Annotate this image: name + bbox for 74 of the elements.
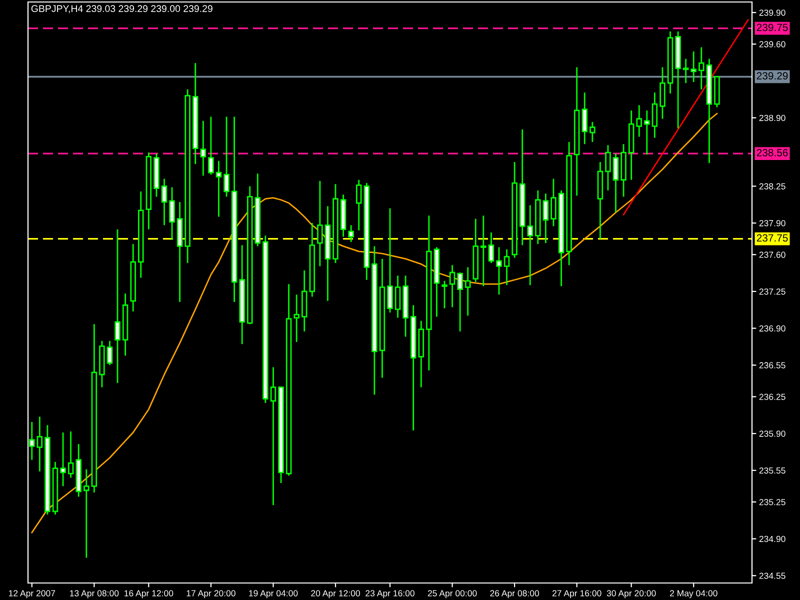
y-tick-label: 235.90 [759, 430, 786, 437]
y-tick-label: 239.90 [759, 10, 786, 16]
y-tick-label: 236.90 [759, 325, 786, 332]
line-series [31, 112, 718, 534]
candlestick [457, 272, 463, 332]
candlestick [387, 208, 393, 314]
candlestick [504, 248, 510, 286]
candlestick [442, 280, 448, 309]
ref-line-label: 238.56 [756, 148, 788, 156]
candlestick [449, 264, 456, 308]
x-tick-label: 25 Apr 00:00 [428, 590, 477, 598]
candlestick [394, 274, 401, 318]
candlestick [208, 116, 214, 176]
x-tick-label: 26 Apr 08:00 [490, 590, 540, 598]
candlestick [636, 104, 642, 138]
candlestick [690, 50, 696, 83]
y-tick-label: 237.90 [759, 220, 786, 226]
x-tick-label: 23 Apr 16:00 [366, 590, 414, 598]
candlestick [60, 432, 66, 487]
y-tick-label: 236.55 [759, 362, 786, 368]
candlestick [161, 178, 168, 226]
candlestick [294, 294, 300, 343]
ref-line-label: 239.29 [756, 72, 788, 80]
x-tick-label: 2 May 04:00 [670, 590, 718, 598]
y-tick-label: 238.25 [759, 183, 786, 190]
candlestick [612, 152, 619, 214]
x-tick-label: 16 Apr 12:00 [124, 590, 174, 598]
candlestick [542, 192, 549, 244]
candlestick [114, 228, 120, 384]
x-tick-label: 12 Apr 2007 [8, 590, 56, 598]
x-tick-label: 17 Apr 20:00 [186, 590, 236, 598]
ref-line-label: 237.75 [756, 234, 788, 242]
y-tick-label: 235.25 [759, 499, 786, 506]
candlestick [270, 366, 276, 506]
y-tick-label: 234.90 [759, 536, 786, 542]
candlestick [84, 468, 90, 558]
candlestick [590, 121, 596, 143]
candlestick [682, 58, 689, 84]
y-tick-label: 236.25 [759, 394, 786, 400]
candlestick [644, 110, 650, 156]
candlestick [106, 340, 113, 366]
x-tick-label: 27 Apr 16:00 [552, 590, 602, 598]
chart-title: GBPJPY,H4 239.03 239.29 239.00 239.29 [31, 5, 212, 14]
candlestick [652, 92, 658, 138]
x-tick-label: 30 Apr 20:00 [606, 590, 656, 598]
candlestick [224, 116, 230, 198]
y-tick-label: 237.60 [759, 252, 786, 258]
candlestick [488, 232, 494, 264]
candlestick [317, 180, 323, 267]
x-tick-label: 20 Apr 12:00 [311, 590, 360, 598]
candlestick [660, 66, 666, 120]
x-tick-label: 13 Apr 08:00 [70, 590, 119, 598]
candlestick [216, 160, 222, 218]
candlestick [605, 144, 611, 192]
y-tick-label: 238.90 [759, 114, 786, 122]
candlestick [348, 224, 354, 243]
y-tick-label: 235.55 [759, 467, 786, 474]
y-tick-label: 237.25 [759, 288, 786, 295]
candlestick [582, 92, 588, 145]
candlestick [68, 430, 74, 478]
y-tick-label: 234.55 [759, 572, 786, 579]
candlestick [480, 214, 486, 287]
candlestick [496, 246, 502, 296]
candlestick [169, 186, 175, 241]
candlestick [550, 178, 556, 227]
candlestick [200, 120, 206, 176]
candlestick [527, 204, 534, 286]
candlestick [698, 46, 704, 90]
candlestick [464, 266, 471, 316]
ref-line-label: 239.75 [756, 24, 788, 32]
x-tick-label: 19 Apr 04:00 [249, 590, 298, 598]
candlestick [36, 416, 43, 472]
y-tick-label: 239.60 [759, 41, 786, 48]
candlestick [356, 179, 362, 232]
